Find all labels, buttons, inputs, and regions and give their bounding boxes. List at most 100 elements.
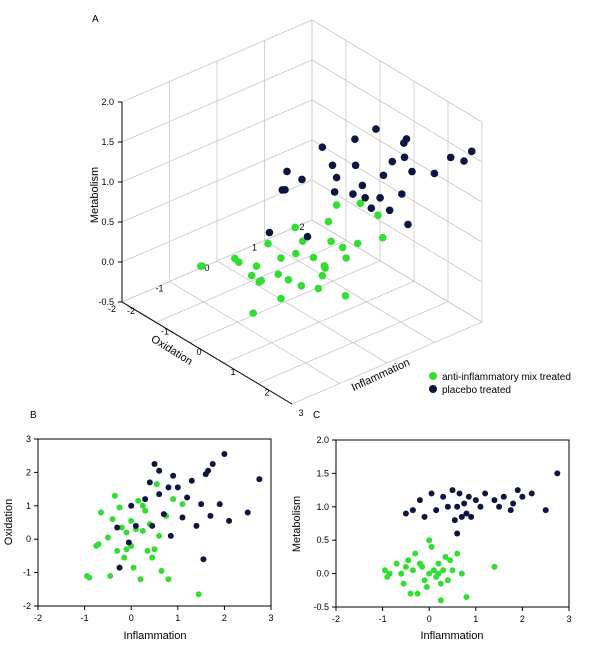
legend-marker-anti xyxy=(429,372,437,380)
a-xtick-label: 2 xyxy=(264,388,269,398)
b-point-placebo xyxy=(151,461,158,468)
a-ztick-label: 2.0 xyxy=(101,97,114,107)
a-ytick-label: 0 xyxy=(204,263,209,273)
c-point-placebo xyxy=(500,493,507,500)
b-point-anti xyxy=(158,567,165,574)
c-point-placebo xyxy=(507,507,514,514)
a-point-placebo xyxy=(372,125,380,133)
b-point-anti xyxy=(104,534,111,541)
c-point-placebo xyxy=(514,487,521,494)
a-xtick-label: 1 xyxy=(230,367,235,377)
panel-c-frame xyxy=(335,439,570,608)
c-point-placebo xyxy=(440,493,447,500)
c-point-anti xyxy=(440,567,447,574)
legend-label-anti: anti-inflammatory mix treated xyxy=(442,372,571,383)
c-point-anti xyxy=(421,577,428,584)
b-point-placebo xyxy=(200,556,207,563)
panel-c: C -2 -1 0 1 2 3 -0.5 0.0 0.5 1.0 1.5 2.0 Inflammati… xyxy=(291,410,572,642)
c-point-placebo xyxy=(456,490,463,497)
a-point-anti xyxy=(292,249,300,258)
panel-a-grid xyxy=(121,19,483,405)
c-ytick-label: 1.0 xyxy=(316,502,329,512)
c-point-anti xyxy=(428,543,435,550)
c-point-placebo xyxy=(472,497,479,504)
b-point-placebo xyxy=(226,517,233,524)
a-point-anti xyxy=(374,211,382,219)
a-point-placebo xyxy=(265,228,274,237)
c-point-placebo xyxy=(454,503,461,510)
a-point-anti xyxy=(235,258,243,267)
c-point-placebo xyxy=(468,513,475,520)
a-point-placebo xyxy=(303,232,312,241)
b-point-placebo xyxy=(207,512,214,519)
legend-label-placebo: placebo treated xyxy=(442,385,511,396)
a-point-placebo xyxy=(332,173,341,182)
panel-c-ticks: -2 -1 0 1 2 3 -0.5 0.0 0.5 1.0 1.5 2.0 xyxy=(313,435,571,624)
c-ytick-label: 0.5 xyxy=(316,535,329,545)
panel-c-ylabel: Metabolism xyxy=(291,496,303,552)
a-point-placebo xyxy=(351,161,360,170)
b-point-placebo xyxy=(146,479,153,486)
b-point-placebo xyxy=(114,524,121,531)
b-point-placebo xyxy=(128,502,135,509)
a-point-anti xyxy=(356,199,365,208)
a-point-placebo xyxy=(398,190,406,198)
a-ztick-label: -0.5 xyxy=(98,297,114,307)
a-point-placebo xyxy=(351,135,359,143)
b-point-anti xyxy=(123,546,130,553)
b-point-anti xyxy=(95,541,102,548)
b-ytick-label: 1 xyxy=(26,501,31,511)
a-point-anti xyxy=(252,262,261,270)
c-point-anti xyxy=(426,537,433,544)
b-point-placebo xyxy=(188,477,195,484)
a-point-placebo xyxy=(358,181,367,190)
c-point-placebo xyxy=(458,513,465,520)
a-point-anti xyxy=(298,237,307,245)
b-point-anti xyxy=(179,501,186,508)
panel-a-points xyxy=(197,125,476,317)
c-point-placebo xyxy=(428,490,435,497)
a-point-anti xyxy=(247,271,256,280)
c-ytick-label: -0.5 xyxy=(313,602,329,612)
a-wall-z-grid xyxy=(121,219,483,323)
a-wall-z-grid xyxy=(121,179,483,283)
c-point-placebo xyxy=(554,470,561,477)
panel-a-zlabel: Metabolism xyxy=(89,167,101,223)
b-point-anti xyxy=(195,591,202,598)
c-ytick-label: 0.0 xyxy=(316,569,329,579)
b-xtick-label: 3 xyxy=(268,613,273,623)
b-point-placebo xyxy=(116,564,123,571)
c-point-anti xyxy=(435,560,442,567)
c-point-anti xyxy=(430,567,437,574)
a-point-placebo xyxy=(400,139,408,147)
b-point-placebo xyxy=(156,467,163,474)
a-ztick-label: 1.5 xyxy=(101,137,114,147)
c-point-anti xyxy=(426,570,433,577)
a-ytick-label: 1 xyxy=(252,243,257,253)
b-point-anti xyxy=(118,524,125,531)
b-point-anti xyxy=(107,572,114,579)
a-point-anti xyxy=(327,237,335,246)
c-point-placebo xyxy=(454,530,461,537)
c-point-anti xyxy=(423,583,430,590)
a-wall-z-grid xyxy=(121,139,483,243)
c-point-anti xyxy=(449,567,456,574)
b-xtick-label: 0 xyxy=(129,613,134,623)
panel-c-label: C xyxy=(313,410,320,421)
b-point-placebo xyxy=(165,484,172,491)
a-point-anti xyxy=(277,254,285,262)
c-point-anti xyxy=(402,563,409,570)
c-point-anti xyxy=(381,567,388,574)
panel-a-ticks: -0.5 0.0 0.5 1.0 1.5 2.0 -2 -1 0 1 2 -2 -1 0 1 2 3 xyxy=(98,97,304,418)
b-ytick-label: 0 xyxy=(26,534,31,544)
c-point-placebo xyxy=(477,503,484,510)
panel-b-ticks: -2 -1 0 1 2 3 -2 -1 0 1 2 3 xyxy=(23,434,274,623)
panel-b: B -2 -1 0 1 2 3 -2 -1 0 1 2 3 Inflammation Oxidatio… xyxy=(3,410,274,642)
b-point-anti xyxy=(149,554,156,561)
c-point-anti xyxy=(400,580,407,587)
c-point-anti xyxy=(447,557,454,564)
a-point-anti xyxy=(249,309,257,317)
a-ztick-label: 0.0 xyxy=(101,257,114,267)
a-point-anti xyxy=(379,233,387,242)
